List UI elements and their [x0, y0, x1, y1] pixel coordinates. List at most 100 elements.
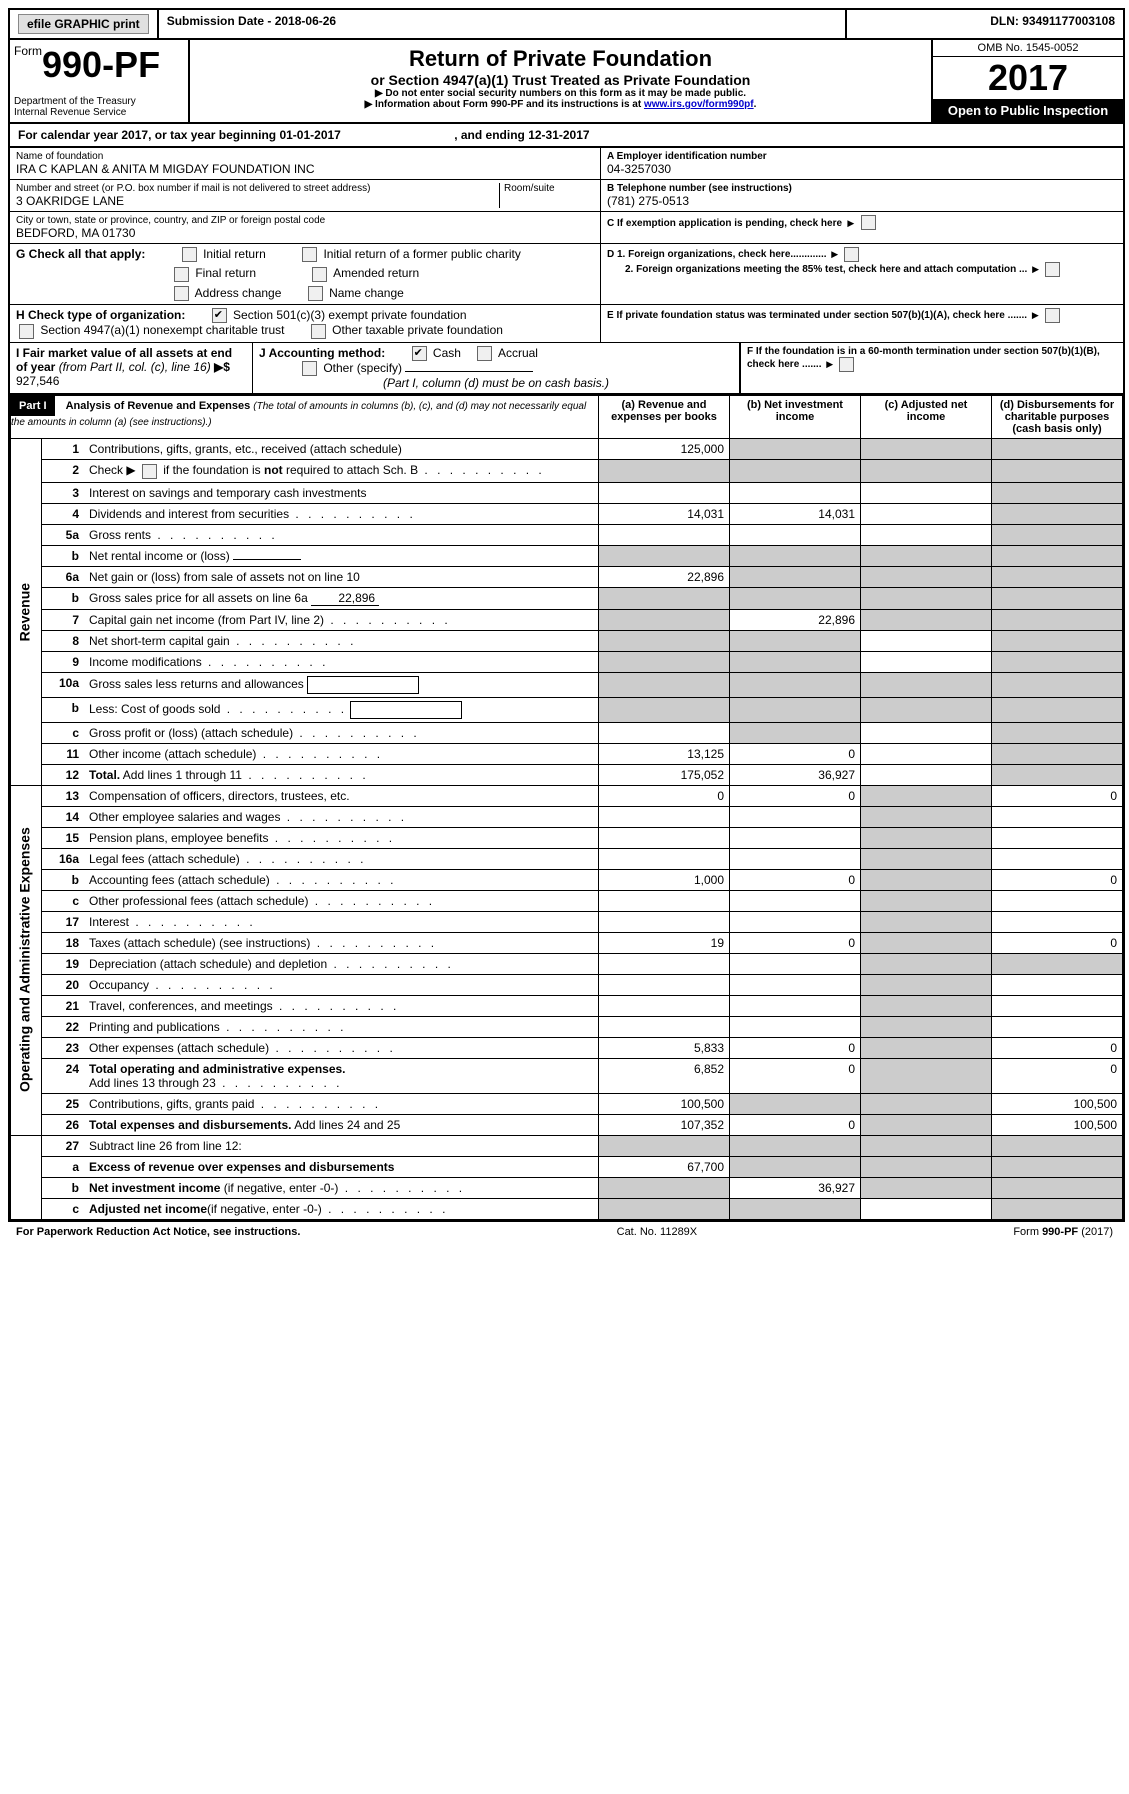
- d1-checkbox[interactable]: [844, 247, 859, 262]
- c-checkbox[interactable]: [861, 215, 876, 230]
- form-subtitle: or Section 4947(a)(1) Trust Treated as P…: [196, 72, 925, 88]
- ein-value: 04-3257030: [607, 162, 1117, 176]
- room-label: Room/suite: [504, 183, 594, 194]
- table-row: bGross sales price for all assets on lin…: [11, 587, 1123, 609]
- g-label: G Check all that apply:: [16, 247, 145, 261]
- expenses-side-label: Operating and Administrative Expenses: [11, 785, 42, 1135]
- table-row: bAccounting fees (attach schedule)1,0000…: [11, 869, 1123, 890]
- d2-label: 2. Foreign organizations meeting the 85%…: [625, 264, 1027, 275]
- dln: DLN: 93491177003108: [847, 10, 1123, 38]
- page-footer: For Paperwork Reduction Act Notice, see …: [8, 1222, 1121, 1242]
- efile-print-button[interactable]: efile GRAPHIC print: [18, 14, 149, 34]
- g-name-checkbox[interactable]: [308, 286, 323, 301]
- table-row: 7Capital gain net income (from Part IV, …: [11, 609, 1123, 630]
- open-inspection: Open to Public Inspection: [933, 99, 1123, 122]
- table-row: 27Subtract line 26 from line 12:: [11, 1135, 1123, 1156]
- g-d-row: G Check all that apply: Initial return I…: [10, 244, 1123, 305]
- table-row: 22Printing and publications: [11, 1016, 1123, 1037]
- table-row: cOther professional fees (attach schedul…: [11, 890, 1123, 911]
- form-word: Form: [14, 44, 42, 58]
- table-row: 2Check ▶ if the foundation is not requir…: [11, 460, 1123, 482]
- instructions-note: ▶ Information about Form 990-PF and its …: [196, 99, 925, 110]
- c-label: C If exemption application is pending, c…: [607, 218, 842, 229]
- address-tel-row: Number and street (or P.O. box number if…: [10, 180, 1123, 212]
- g-initial-former-checkbox[interactable]: [302, 247, 317, 262]
- name-label: Name of foundation: [16, 151, 594, 162]
- table-row: 21Travel, conferences, and meetings: [11, 995, 1123, 1016]
- ssn-note: ▶ Do not enter social security numbers o…: [196, 88, 925, 99]
- table-row: 17Interest: [11, 911, 1123, 932]
- form-number: 990-PF: [42, 44, 160, 85]
- arrow-icon: [829, 249, 838, 260]
- schb-checkbox[interactable]: [142, 464, 157, 479]
- submission-date: Submission Date - 2018-06-26: [159, 10, 847, 38]
- omb-number: OMB No. 1545-0052: [933, 40, 1123, 57]
- table-row: 19Depreciation (attach schedule) and dep…: [11, 953, 1123, 974]
- table-row: 18Taxes (attach schedule) (see instructi…: [11, 932, 1123, 953]
- table-row: 12Total. Add lines 1 through 11175,05236…: [11, 764, 1123, 785]
- table-row: 23Other expenses (attach schedule)5,8330…: [11, 1037, 1123, 1058]
- d2-checkbox[interactable]: [1045, 262, 1060, 277]
- table-row: 16aLegal fees (attach schedule): [11, 848, 1123, 869]
- table-row: bLess: Cost of goods sold: [11, 697, 1123, 722]
- table-row: 20Occupancy: [11, 974, 1123, 995]
- foundation-name: IRA C KAPLAN & ANITA M MIGDAY FOUNDATION…: [16, 162, 594, 176]
- header-right: OMB No. 1545-0052 2017 Open to Public In…: [931, 40, 1123, 122]
- j-other-checkbox[interactable]: [302, 361, 317, 376]
- h-label: H Check type of organization:: [16, 308, 185, 322]
- table-row: bNet investment income (if negative, ent…: [11, 1177, 1123, 1198]
- h-e-row: H Check type of organization: Section 50…: [10, 305, 1123, 343]
- table-row: 3Interest on savings and temporary cash …: [11, 482, 1123, 503]
- g-final-checkbox[interactable]: [174, 267, 189, 282]
- table-row: 9Income modifications: [11, 651, 1123, 672]
- j-label: J Accounting method:: [259, 346, 385, 360]
- ein-label: A Employer identification number: [607, 151, 1117, 162]
- dept-treasury: Department of the Treasury: [14, 96, 184, 107]
- tel-label: B Telephone number (see instructions): [607, 183, 1117, 194]
- table-row: 26Total expenses and disbursements. Add …: [11, 1114, 1123, 1135]
- j-accrual-checkbox[interactable]: [477, 346, 492, 361]
- e-label: E If private foundation status was termi…: [607, 310, 1027, 321]
- irs-label: Internal Revenue Service: [14, 107, 184, 118]
- e-checkbox[interactable]: [1045, 308, 1060, 323]
- table-row: 5aGross rents: [11, 524, 1123, 545]
- part1-table: Part I Analysis of Revenue and Expenses …: [10, 395, 1123, 1219]
- col-d-header: (d) Disbursements for charitable purpose…: [992, 396, 1123, 439]
- instructions-link[interactable]: www.irs.gov/form990pf: [644, 99, 754, 110]
- h-4947-checkbox[interactable]: [19, 324, 34, 339]
- table-row: 4Dividends and interest from securities1…: [11, 503, 1123, 524]
- form-container: efile GRAPHIC print Submission Date - 20…: [8, 8, 1125, 1222]
- form-title: Return of Private Foundation: [196, 46, 925, 72]
- header-middle: Return of Private Foundation or Section …: [190, 40, 931, 122]
- g-amended-checkbox[interactable]: [312, 267, 327, 282]
- table-row: 25Contributions, gifts, grants paid100,5…: [11, 1093, 1123, 1114]
- city-label: City or town, state or province, country…: [16, 215, 594, 226]
- city-value: BEDFORD, MA 01730: [16, 226, 594, 240]
- address-label: Number and street (or P.O. box number if…: [16, 183, 499, 194]
- tel-value: (781) 275-0513: [607, 194, 1117, 208]
- table-row: 14Other employee salaries and wages: [11, 806, 1123, 827]
- table-row: cAdjusted net income(if negative, enter …: [11, 1198, 1123, 1219]
- footer-cat: Cat. No. 11289X: [617, 1226, 698, 1238]
- table-row: 15Pension plans, employee benefits: [11, 827, 1123, 848]
- h-other-checkbox[interactable]: [311, 324, 326, 339]
- name-ein-row: Name of foundation IRA C KAPLAN & ANITA …: [10, 148, 1123, 180]
- footer-right: Form 990-PF (2017): [1013, 1226, 1113, 1238]
- table-row: 6aNet gain or (loss) from sale of assets…: [11, 566, 1123, 587]
- f-checkbox[interactable]: [839, 357, 854, 372]
- arrow-icon: [1030, 310, 1039, 321]
- j-cash-checkbox[interactable]: [412, 346, 427, 361]
- arrow-icon: [1030, 264, 1039, 275]
- table-row: bNet rental income or (loss): [11, 545, 1123, 566]
- table-row: 8Net short-term capital gain: [11, 630, 1123, 651]
- part1-label: Part I: [11, 396, 55, 416]
- g-address-checkbox[interactable]: [174, 286, 189, 301]
- revenue-side-label: Revenue: [11, 439, 42, 785]
- j-note: (Part I, column (d) must be on cash basi…: [259, 376, 733, 390]
- col-c-header: (c) Adjusted net income: [861, 396, 992, 439]
- address-value: 3 OAKRIDGE LANE: [16, 194, 499, 208]
- tax-year: 2017: [933, 57, 1123, 99]
- g-initial-checkbox[interactable]: [182, 247, 197, 262]
- h-501c3-checkbox[interactable]: [212, 308, 227, 323]
- i-j-f-row: I Fair market value of all assets at end…: [10, 343, 1123, 396]
